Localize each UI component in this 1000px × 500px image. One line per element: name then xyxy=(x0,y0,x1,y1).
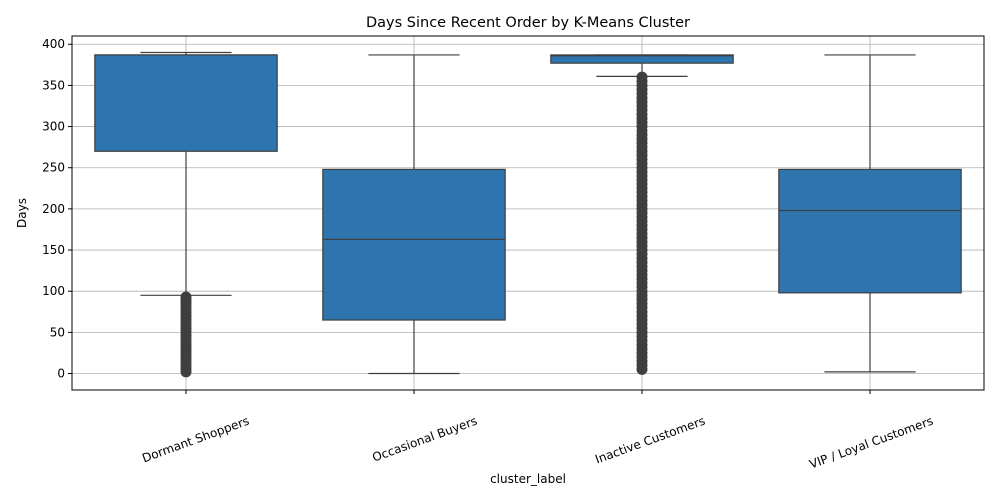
x-tick-label: VIP / Loyal Customers xyxy=(807,414,935,472)
box-group xyxy=(778,54,962,373)
plot-frame xyxy=(71,35,985,391)
x-tick-label: Dormant Shoppers xyxy=(140,414,251,466)
x-axis-ticks: Dormant Shoppers Occasional Buyers Inactiv… xyxy=(140,390,935,471)
y-tick-label: 50 xyxy=(50,325,65,339)
box-group xyxy=(322,54,506,375)
boxes xyxy=(94,51,962,378)
box-group xyxy=(94,51,278,378)
box-group xyxy=(550,54,734,375)
y-tick-label: 200 xyxy=(42,202,65,216)
y-tick-label: 400 xyxy=(42,37,65,51)
y-axis-ticks: 0 50 100 150 200 250 300 350 400 xyxy=(42,37,72,381)
y-tick-label: 250 xyxy=(42,161,65,175)
y-tick-label: 150 xyxy=(42,243,65,257)
outlier-point xyxy=(636,363,648,375)
y-tick-label: 350 xyxy=(42,78,65,92)
x-tick-label: Inactive Customers xyxy=(593,414,707,467)
x-tick-label: Occasional Buyers xyxy=(370,414,479,465)
iqr-box xyxy=(322,168,506,321)
iqr-box xyxy=(778,168,962,294)
y-tick-label: 0 xyxy=(57,367,65,381)
iqr-box xyxy=(94,54,278,152)
iqr-box xyxy=(550,54,734,64)
y-axis-label: Days xyxy=(15,198,29,228)
y-tick-label: 100 xyxy=(42,284,65,298)
outlier-point xyxy=(180,366,192,378)
y-tick-label: 300 xyxy=(42,120,65,134)
chart-title: Days Since Recent Order by K-Means Clust… xyxy=(366,15,690,31)
x-axis-label: cluster_label xyxy=(490,472,566,486)
